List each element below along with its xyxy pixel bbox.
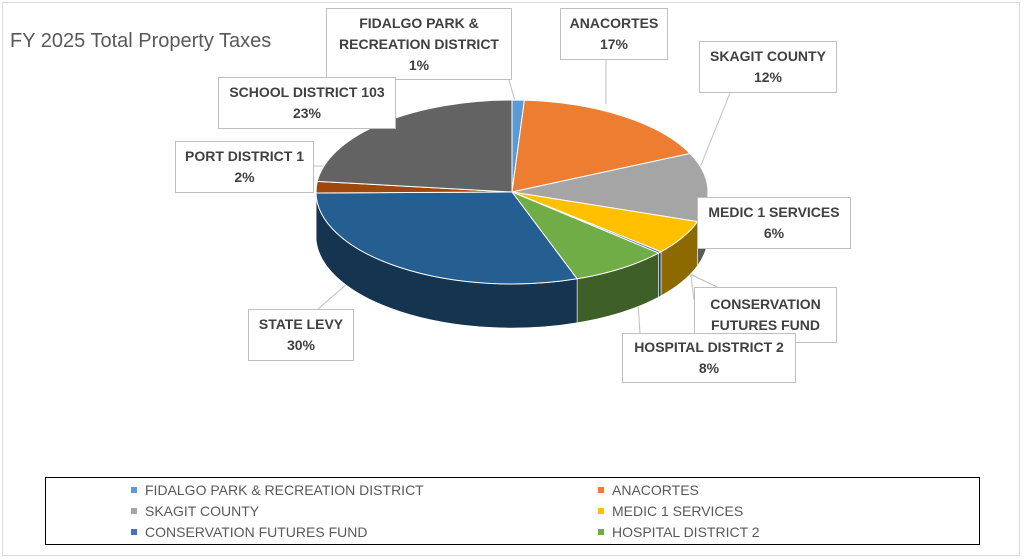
callout-anacortes: ANACORTES 17% [560, 8, 668, 60]
pie-slice-side [658, 251, 662, 298]
callout-label: PORT DISTRICT 1 [184, 148, 304, 164]
callout-label: SCHOOL DISTRICT 103 [229, 84, 385, 100]
callout-value: 8% [698, 360, 720, 376]
callout-label: RECREATION DISTRICT [339, 35, 499, 52]
callout-value: 2% [234, 169, 255, 185]
callout-skagit: SKAGIT COUNTY 12% [699, 41, 837, 93]
legend-label: SKAGIT COUNTY [145, 503, 260, 519]
legend-label: CONSERVATION FUTURES FUND [145, 524, 368, 540]
callout-school: SCHOOL DISTRICT 103 23% [218, 77, 396, 129]
legend-swatch [131, 529, 137, 535]
callout-port: PORT DISTRICT 1 2% [175, 141, 314, 193]
pie-slices [315, 99, 709, 329]
legend-item: HOSPITAL DISTRICT 2 [598, 524, 760, 540]
callout-label: CONSERVATION [710, 296, 821, 312]
callout-label: FUTURES FUND [711, 317, 820, 333]
callout-hospital: HOSPITAL DISTRICT 2 8% [622, 333, 796, 383]
pie-slice [511, 99, 691, 193]
chart-title: FY 2025 Total Property Taxes [10, 30, 272, 52]
chart-legend: FIDALGO PARK & RECREATION DISTRICT ANACO… [45, 477, 980, 545]
callout-state-levy: STATE LEVY 30% [248, 309, 354, 361]
legend-label: HOSPITAL DISTRICT 2 [612, 524, 760, 540]
callout-fidalgo: FIDALGO PARK & RECREATION DISTRICT 1% [326, 8, 512, 80]
pie-slice [510, 190, 660, 280]
legend-item: CONSERVATION FUTURES FUND [131, 524, 367, 540]
legend-swatch [598, 529, 604, 535]
pie-slice [315, 191, 578, 285]
legend-item: ANACORTES [598, 482, 699, 498]
callout-label: ANACORTES [569, 15, 659, 31]
pie-chart [314, 60, 745, 334]
legend-label: MEDIC 1 SERVICES [612, 503, 744, 519]
callout-value: 1% [408, 56, 430, 73]
legend-item: SKAGIT COUNTY [131, 503, 259, 519]
callout-value: 12% [753, 69, 783, 85]
legend-item: FIDALGO PARK & RECREATION DISTRICT [131, 482, 424, 498]
legend-label: FIDALGO PARK & RECREATION DISTRICT [145, 482, 424, 498]
callout-label: MEDIC 1 SERVICES [708, 204, 840, 220]
callout-value: 17% [599, 36, 629, 52]
legend-swatch [131, 508, 137, 514]
callout-label: FIDALGO PARK & [359, 14, 479, 31]
callout-value: 23% [292, 105, 322, 121]
callout-value: 6% [763, 225, 785, 241]
legend-swatch [131, 487, 137, 493]
legend-item: MEDIC 1 SERVICES [598, 503, 743, 519]
legend-label: ANACORTES [612, 482, 699, 498]
callout-label: STATE LEVY [258, 316, 344, 332]
callout-medic: MEDIC 1 SERVICES 6% [697, 197, 851, 249]
callout-label: HOSPITAL DISTRICT 2 [634, 339, 784, 355]
leader-line [508, 79, 516, 102]
callout-value: 30% [286, 337, 316, 353]
legend-swatch [598, 508, 604, 514]
callout-label: SKAGIT COUNTY [710, 48, 826, 64]
leader-line [698, 92, 731, 171]
legend-swatch [598, 487, 604, 493]
